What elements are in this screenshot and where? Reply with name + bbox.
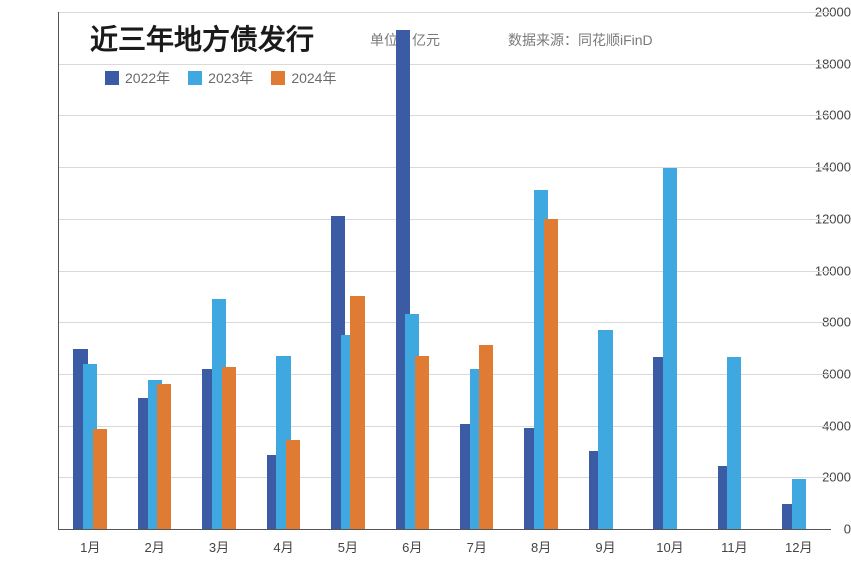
bar: [157, 384, 171, 529]
gridline: [58, 64, 831, 65]
x-tick-label: 1月: [80, 537, 100, 556]
gridline: [58, 374, 831, 375]
gridline: [58, 322, 831, 323]
gridline: [58, 271, 831, 272]
bar: [350, 296, 364, 529]
x-axis-line: [58, 529, 831, 530]
bar-chart: 近三年地方债发行 单位：亿元 数据来源：同花顺iFinD 2022年2023年2…: [0, 0, 851, 567]
bar: [792, 479, 806, 529]
plot-area: [58, 12, 831, 529]
bar: [93, 429, 107, 529]
x-tick-label: 10月: [656, 537, 683, 556]
x-tick-label: 3月: [209, 537, 229, 556]
bar: [286, 440, 300, 529]
x-tick-label: 7月: [467, 537, 487, 556]
gridline: [58, 12, 831, 13]
gridline: [58, 219, 831, 220]
x-tick-label: 4月: [273, 537, 293, 556]
gridline: [58, 167, 831, 168]
x-tick-label: 8月: [531, 537, 551, 556]
x-tick-label: 12月: [785, 537, 812, 556]
y-axis-line: [58, 12, 59, 529]
x-tick-label: 5月: [338, 537, 358, 556]
gridline: [58, 426, 831, 427]
gridline: [58, 115, 831, 116]
bar: [598, 330, 612, 529]
bar: [479, 345, 493, 529]
x-tick-label: 2月: [145, 537, 165, 556]
x-tick-label: 9月: [595, 537, 615, 556]
bar: [415, 356, 429, 529]
gridline: [58, 477, 831, 478]
x-tick-label: 11月: [721, 537, 748, 556]
bar: [222, 367, 236, 529]
bar: [663, 168, 677, 529]
bar: [544, 219, 558, 529]
bar: [727, 357, 741, 529]
x-tick-label: 6月: [402, 537, 422, 556]
